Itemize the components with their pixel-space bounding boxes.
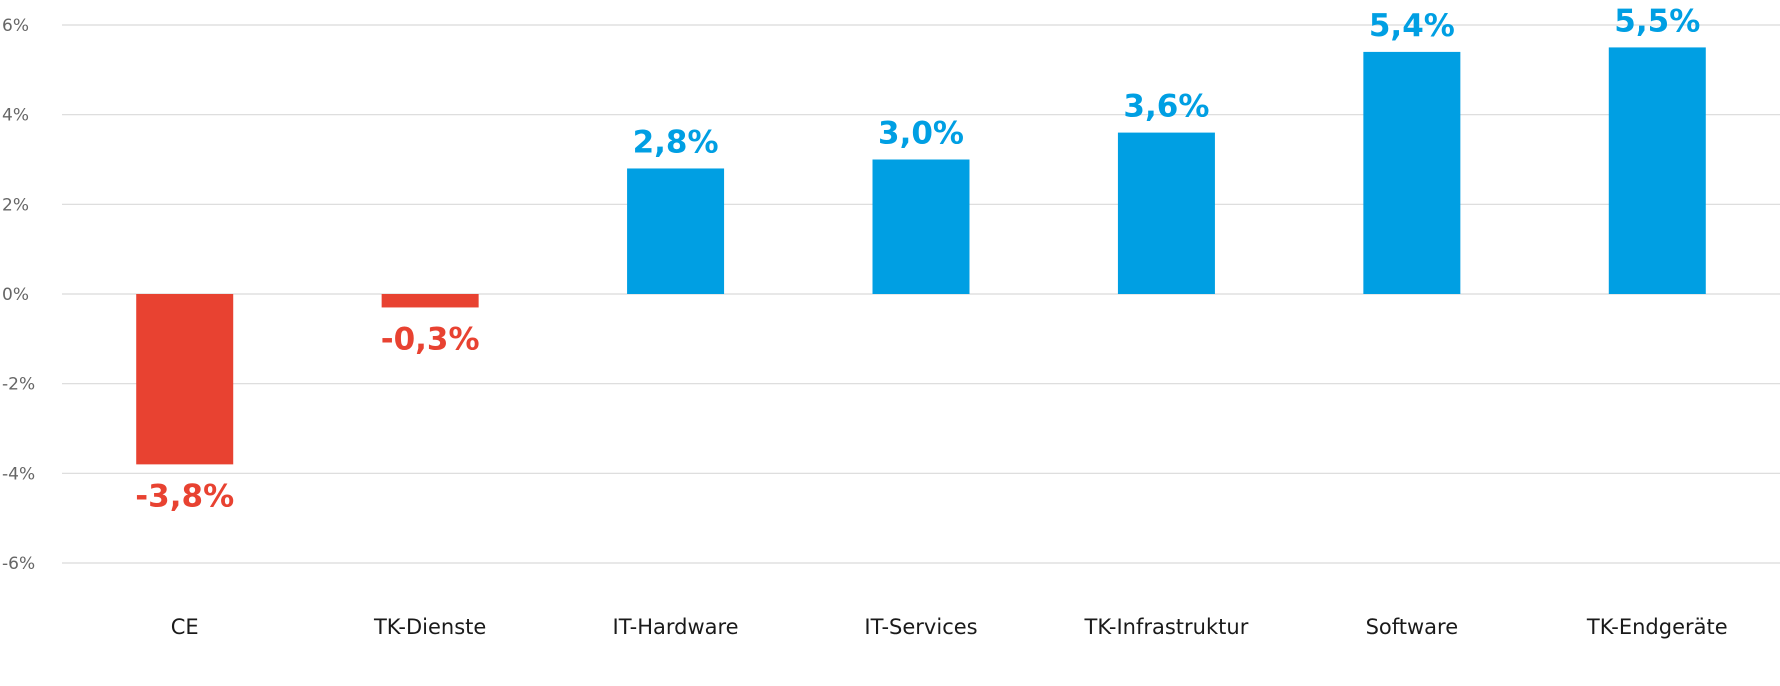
bar <box>1117 132 1215 294</box>
bar <box>1363 51 1461 295</box>
category-label: IT-Hardware <box>613 615 739 639</box>
y-tick-label: -4% <box>2 464 35 484</box>
category-label: TK-Endgeräte <box>1586 615 1728 639</box>
data-label: -0,3% <box>381 321 480 357</box>
data-label: 5,4% <box>1369 8 1455 44</box>
y-tick-label: -2% <box>2 375 35 395</box>
y-tick-label: 4% <box>2 106 29 126</box>
data-label: 5,5% <box>1614 3 1700 39</box>
y-tick-label: 0% <box>2 285 29 305</box>
bar <box>1608 47 1706 294</box>
data-labels: -3,8% -0,3% 2,8% 3,0% 3,6% 5,4% 5,5% <box>135 3 1700 514</box>
data-label: -3,8% <box>135 478 234 514</box>
category-label: CE <box>171 615 199 639</box>
y-tick-label: 6% <box>2 16 29 36</box>
data-label: 2,8% <box>633 124 719 160</box>
y-tick-label: -6% <box>2 554 35 574</box>
bar <box>872 159 970 294</box>
y-tick-label: 2% <box>2 195 29 215</box>
x-axis-category-labels: CE TK-Dienste IT-Hardware IT-Services TK-Inf… <box>171 615 1728 639</box>
category-label: Software <box>1366 615 1459 639</box>
category-label: TK-Infrastruktur <box>1084 615 1249 639</box>
y-axis-tick-labels: 6% 4% 2% 0% -2% -4% -6% <box>2 16 35 574</box>
category-label: IT-Services <box>864 615 977 639</box>
bar <box>627 168 725 294</box>
bar <box>136 294 234 465</box>
bars <box>136 47 1706 465</box>
data-label: 3,0% <box>878 116 964 152</box>
data-label: 3,6% <box>1123 89 1209 125</box>
bar <box>381 294 479 308</box>
category-label: TK-Dienste <box>373 615 486 639</box>
